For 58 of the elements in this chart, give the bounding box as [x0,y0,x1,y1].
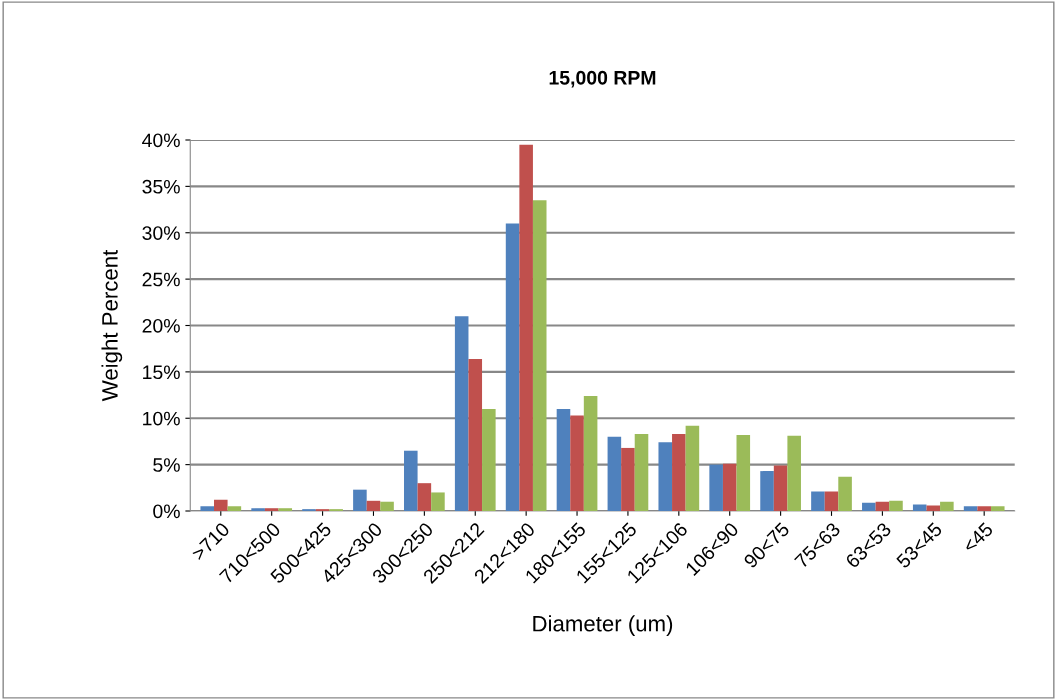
bar [519,144,533,511]
y-tick-label: 25% [142,272,180,287]
chart-title: 15,000 RPM [549,70,656,88]
bar [709,464,723,511]
y-tick-label: 10% [143,411,180,426]
bar [505,223,520,511]
bar [912,504,927,511]
bar [658,442,673,511]
x-axis-title: Diameter (um) [533,615,673,636]
bar [977,506,991,511]
y-tick-label: 20% [142,318,180,333]
bar [454,316,469,511]
bar [380,501,394,511]
bar [570,415,584,511]
bar [251,508,265,511]
bar [787,435,801,511]
bar [838,476,852,511]
bar [583,395,598,511]
bar [824,491,839,511]
bar [366,500,381,511]
y-tick-label: 15% [143,365,180,380]
y-tick-label: 40% [142,133,180,148]
y-tick-label: 30% [142,226,180,240]
bar [468,358,483,511]
bar [278,508,293,511]
bar [760,471,774,511]
bar [926,505,941,511]
y-axis-title: Weight Percent [101,249,123,402]
y-tick-label: 35% [142,179,180,194]
bar [482,408,496,511]
bar [431,492,445,511]
bar [200,506,215,511]
bar [404,450,418,511]
x-tick-label: <45 [962,521,994,554]
bar [227,506,242,511]
bar [736,434,751,511]
y-tick-label: 0% [153,504,180,519]
bar [621,447,635,511]
bar [214,499,228,511]
bar [722,463,737,511]
bar [963,506,978,511]
bar [875,501,890,511]
bar [685,425,700,511]
bar [556,408,571,511]
y-tick-label: 5% [153,458,180,472]
bar [889,500,903,511]
bar [353,489,367,511]
bar [862,502,876,511]
bar [264,508,279,511]
bar [990,506,1005,511]
bar [532,200,547,511]
bar [940,501,954,511]
bar [773,465,788,511]
bar [417,483,432,511]
bar [811,491,825,511]
bar [634,434,649,511]
bar [672,434,686,511]
bar [607,436,622,511]
